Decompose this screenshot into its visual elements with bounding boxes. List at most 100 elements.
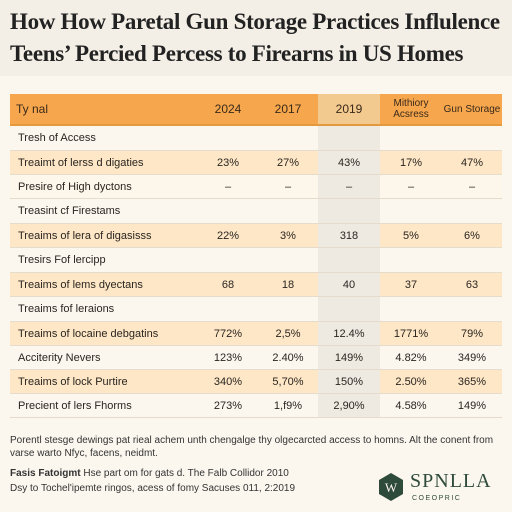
table-cell: – — [318, 174, 380, 199]
title-header: How How Paretal Gun Storage Practices In… — [0, 0, 512, 76]
table-cell: 772% — [198, 321, 258, 346]
table-cell: 149% — [442, 393, 502, 418]
table-cell: 1,f9% — [258, 393, 318, 418]
logo-subtitle: COEOPRIC — [412, 495, 462, 502]
table-section-row: Tresirs Fof lercipp — [10, 247, 502, 273]
table-cell — [380, 247, 442, 273]
logo-mark-icon: W — [379, 473, 403, 501]
table-cell: 273% — [198, 393, 258, 418]
table-row: Treaims of locaine debgatins 772% 2,5% 12.4… — [10, 321, 502, 346]
row-label: Acciterity Nevers — [10, 345, 198, 370]
table-cell: 340% — [198, 369, 258, 394]
table-cell: 6% — [442, 223, 502, 248]
table-cell — [442, 125, 502, 151]
table-cell: 123% — [198, 345, 258, 370]
table-cell — [198, 296, 258, 322]
row-label: Treaims fof leraions — [10, 296, 198, 322]
table-cell — [442, 247, 502, 273]
table-cell: 4.82% — [380, 345, 442, 370]
table-cell — [318, 247, 380, 273]
table-cell: 47% — [442, 150, 502, 175]
table-cell: 12.4% — [318, 321, 380, 346]
column-header: Gun Storage — [442, 94, 502, 126]
table-cell: 4.58% — [380, 393, 442, 418]
table-cell: 63 — [442, 272, 502, 297]
source-label: Fasis Fatoigmt — [10, 468, 81, 479]
row-label: Treaims of lera of digasisss — [10, 223, 198, 248]
column-header: 2024 — [198, 94, 258, 126]
table-cell: 349% — [442, 345, 502, 370]
table-cell: 2.40% — [258, 345, 318, 370]
source-note: Fasis Fatoigmt Hse part om for gats d. T… — [10, 466, 370, 496]
table-cell — [318, 296, 380, 322]
table-cell: 68 — [198, 272, 258, 297]
table-cell: 37 — [380, 272, 442, 297]
page-title-line-1: How How Paretal Gun Storage Practices In… — [10, 9, 500, 34]
table-cell: 1771% — [380, 321, 442, 346]
table-cell — [318, 198, 380, 224]
table-cell: 40 — [318, 272, 380, 297]
table-cell: 2.50% — [380, 369, 442, 394]
svg-text:W: W — [385, 480, 398, 495]
source-text-line-2: Dsy to Tochel'ipemte ringos, acess of fo… — [10, 483, 296, 494]
table-cell: – — [258, 174, 318, 199]
table-cell — [198, 125, 258, 151]
table-cell: 149% — [318, 345, 380, 370]
table-header-row: Ty nal 2024 2017 2019 Mithiory Acsress G… — [10, 94, 502, 126]
column-header: Mithiory Acsress — [380, 94, 442, 126]
table-row: Presire of High dyctons – – – – – — [10, 174, 502, 199]
row-label: Treaimt of lerss d digaties — [10, 150, 198, 175]
table-cell: – — [380, 174, 442, 199]
row-label: Presire of High dyctons — [10, 174, 198, 199]
table-cell: 150% — [318, 369, 380, 394]
publisher-logo: W SPNLLA COEOPRIC — [376, 468, 508, 508]
column-header: 2017 — [258, 94, 318, 126]
page-title-line-2: Teens’ Percied Percess to Firearns in US… — [10, 41, 464, 66]
row-label: Treasint cf Firestams — [10, 198, 198, 224]
row-label: Treaims of lems dyectans — [10, 272, 198, 297]
table-row: Treaims of lock Purtire 340% 5,70% 150% 2.50… — [10, 369, 502, 394]
table-cell: 5% — [380, 223, 442, 248]
row-label: Tresh of Access — [10, 125, 198, 151]
table-cell — [318, 125, 380, 151]
table-cell: 2,5% — [258, 321, 318, 346]
logo-name: SPNLLA — [410, 470, 492, 492]
table-cell: 22% — [198, 223, 258, 248]
table-cell: 18 — [258, 272, 318, 297]
table-section-row: Treasint cf Firestams — [10, 198, 502, 224]
table-cell — [380, 125, 442, 151]
table-cell: 3% — [258, 223, 318, 248]
column-header: 2019 — [318, 94, 380, 126]
table-cell — [380, 198, 442, 224]
table-cell: 43% — [318, 150, 380, 175]
table-cell: 2,90% — [318, 393, 380, 418]
table-cell — [258, 125, 318, 151]
table-row: Acciterity Nevers 123% 2.40% 149% 4.82% 349% — [10, 345, 502, 370]
table-row: Treaimt of lerss d digaties 23% 27% 43% 17% 4… — [10, 150, 502, 175]
table-cell: – — [198, 174, 258, 199]
row-label: Treaims of lock Purtire — [10, 369, 198, 394]
table-cell — [380, 296, 442, 322]
data-table: Ty nal 2024 2017 2019 Mithiory Acsress G… — [10, 94, 502, 418]
table-row: Treaims of lera of digasisss 22% 3% 318 5% 6% — [10, 223, 502, 248]
source-text-line-1: Hse part om for gats d. The Falb Collido… — [80, 468, 289, 479]
table-cell: 27% — [258, 150, 318, 175]
footnote: Porentl stesge dewings pat rieal achem u… — [10, 435, 494, 459]
row-label: Tresirs Fof lercipp — [10, 247, 198, 273]
table-cell: – — [442, 174, 502, 199]
table-row: Treaims of lems dyectans 68 18 40 37 63 — [10, 272, 502, 297]
table-cell: 79% — [442, 321, 502, 346]
table-cell — [442, 296, 502, 322]
table-section-row: Treaims fof leraions — [10, 296, 502, 322]
table-body: Tresh of Access Treaimt of lerss d digati… — [10, 125, 502, 418]
table-cell: 365% — [442, 369, 502, 394]
table-row: Precient of lers Fhorms 273% 1,f9% 2,90% 4.5… — [10, 393, 502, 418]
table-cell — [258, 296, 318, 322]
table-cell: 5,70% — [258, 369, 318, 394]
table-cell: 318 — [318, 223, 380, 248]
table-cell — [198, 247, 258, 273]
table-section-row: Tresh of Access — [10, 125, 502, 151]
table-cell — [258, 247, 318, 273]
column-header: Ty nal — [10, 94, 198, 126]
row-label: Precient of lers Fhorms — [10, 393, 198, 418]
